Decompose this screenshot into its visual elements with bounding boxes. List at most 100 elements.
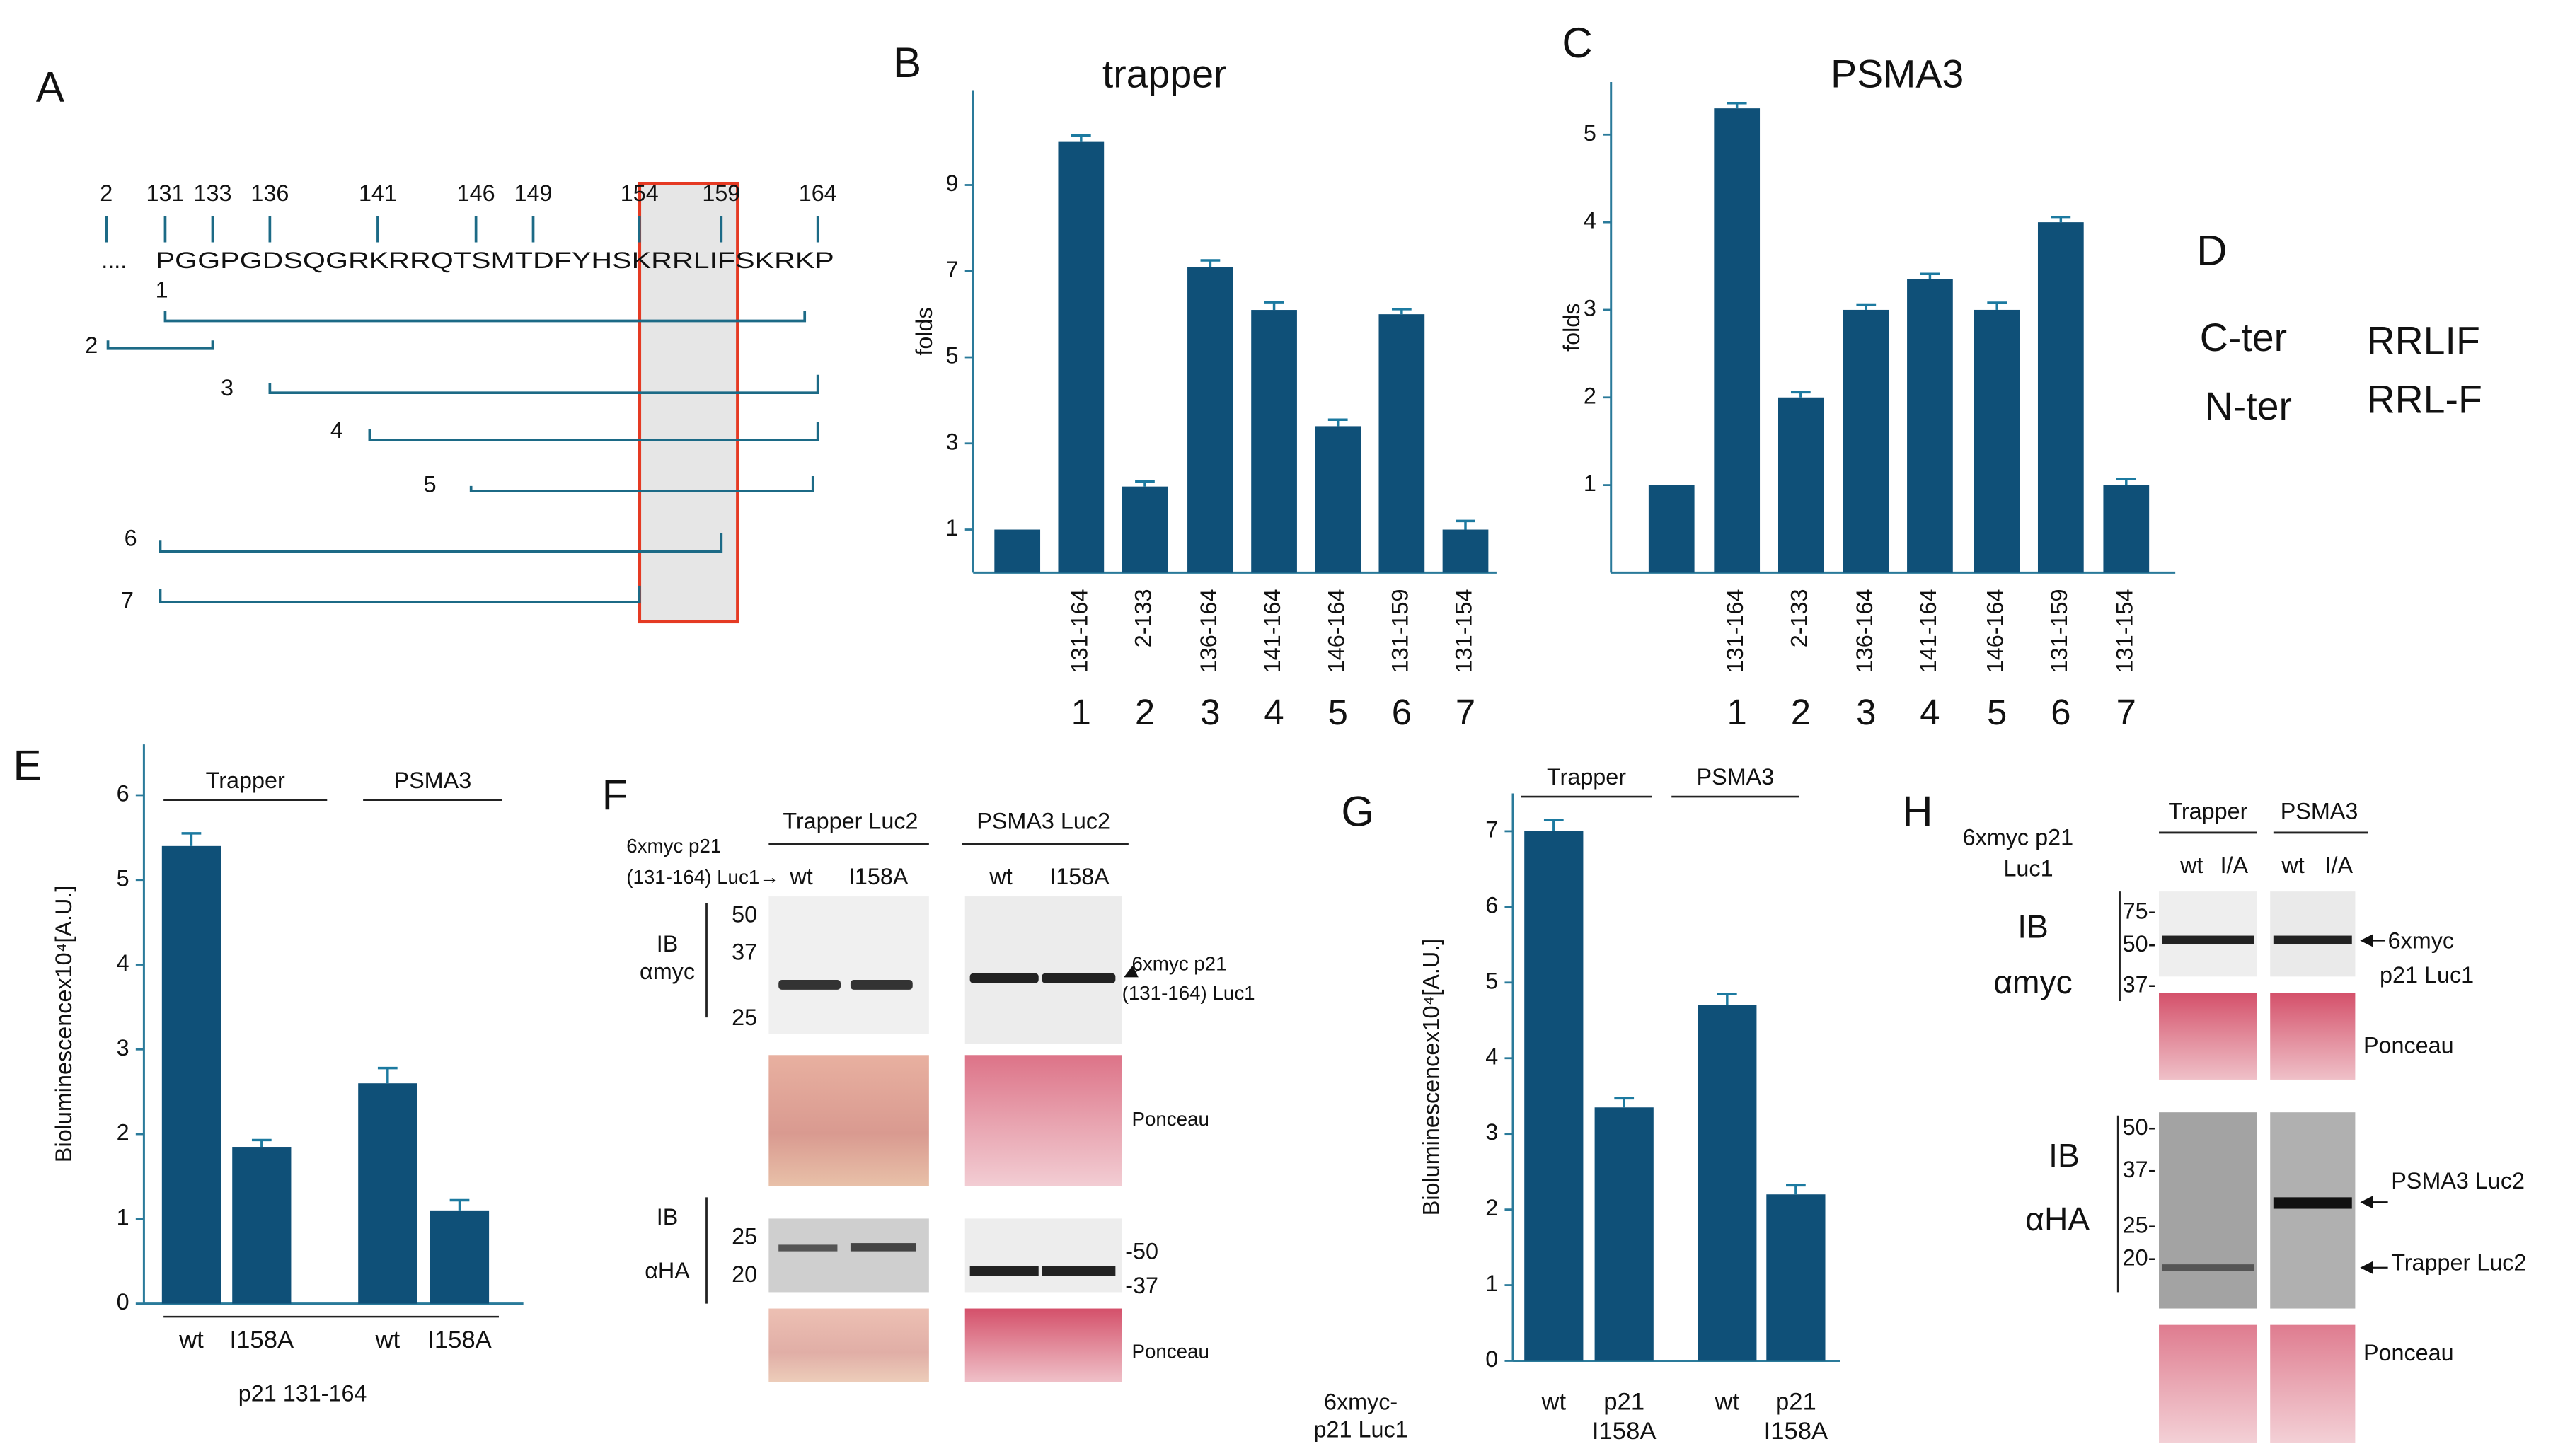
y-tick-label: 6 [1485, 892, 1498, 918]
construct-label: 7 [121, 588, 134, 613]
terminus-label: C-ter [2200, 316, 2287, 359]
x-tick-label: 146-164 [1323, 589, 1349, 674]
x-tick-label: wt [374, 1327, 400, 1353]
sequence: PGGPGDSQGRKRRQTSMTDFYHSKRRLIFSKRKP [156, 248, 834, 273]
ib-label: αHA [645, 1258, 690, 1283]
bar [1766, 1194, 1826, 1361]
x-tick-label: 2-133 [1131, 589, 1156, 648]
bracket [268, 374, 819, 395]
group-label: Trapper [2168, 799, 2247, 824]
band-label: PSMA3 Luc2 [2391, 1168, 2525, 1194]
construct-number: 1 [1727, 692, 1747, 732]
panel-letter: D [2196, 227, 2227, 275]
construct-number: 6 [2051, 692, 2070, 732]
group-label: PSMA3 [1697, 764, 1775, 790]
x-tick-label: 146-164 [1983, 589, 2008, 674]
ponceau-stain [2159, 993, 2257, 1080]
motif: RRL-F [2367, 378, 2482, 422]
x-tick-label: 136-164 [1852, 589, 1877, 674]
position-label: 2 [100, 180, 113, 206]
panel-letter: A [36, 63, 64, 110]
bar [1778, 397, 1824, 573]
y-tick-label: 7 [1485, 816, 1498, 842]
ponceau-label: Ponceau [1131, 1340, 1209, 1362]
marker: 75- [2123, 899, 2156, 924]
lane-label: I/A [2325, 853, 2354, 878]
construct-number: 4 [1264, 692, 1284, 732]
panel-f: Trapper Luc2 PSMA3 Luc2 6xmyc p21 (131-1… [626, 809, 1255, 1382]
bracket [368, 422, 819, 442]
group-label: Trapper [206, 768, 285, 793]
bar [1843, 309, 1889, 573]
y-axis-label: folds [911, 307, 937, 355]
marker: 37 [732, 940, 757, 965]
lane-label: I158A [848, 864, 909, 889]
bar [1974, 309, 2020, 573]
position-label: 154 [621, 180, 659, 206]
bar [161, 845, 221, 1304]
construct-number: 3 [1200, 692, 1220, 732]
panel-letter: C [1562, 19, 1592, 67]
ib-label: αHA [2025, 1201, 2090, 1237]
ib-label: αmyc [640, 959, 695, 984]
y-axis-label: folds [1559, 304, 1584, 352]
construct-number: 2 [1791, 692, 1811, 732]
x-tick-label: wt [1540, 1389, 1566, 1416]
band [2162, 1264, 2254, 1271]
ib-label: IB [657, 931, 679, 957]
y-tick-label: 1 [1485, 1271, 1498, 1296]
lane-label: wt [989, 864, 1012, 889]
bar [1251, 310, 1297, 573]
panel-letter: F [602, 771, 628, 819]
construct-label: 6xmyc p21 [626, 835, 721, 857]
bar [1648, 485, 1695, 573]
construct-label: Luc1 [2003, 856, 2053, 882]
band-label: 6xmyc [2388, 928, 2454, 953]
bar [1378, 314, 1425, 573]
band [850, 1243, 916, 1252]
y-axis-label: Bioluminescencex10⁴[A.U.] [51, 886, 76, 1162]
bar [358, 1083, 417, 1304]
y-tick-label: 5 [1485, 968, 1498, 993]
bar [2103, 485, 2150, 573]
bracket [163, 311, 807, 323]
position-label: 164 [799, 180, 837, 206]
construct-label: 4 [330, 417, 343, 443]
lane-label: I158A [1049, 864, 1110, 889]
bar [1058, 141, 1105, 573]
band [778, 1244, 838, 1252]
y-tick-label: 0 [1485, 1346, 1498, 1372]
band-label: (131-164) Luc1 [1122, 982, 1255, 1004]
panel-h: 6xmyc p21 Luc1 Trapper PSMA3 wt I/A wt I… [1963, 799, 2526, 1443]
ponceau-stain [964, 1055, 1122, 1186]
band [969, 973, 1039, 983]
marker: 37- [2123, 1157, 2156, 1182]
x-tick-label: 131-159 [1387, 589, 1412, 674]
x-tick-label: wt [178, 1327, 204, 1353]
x-tick-label: 141-164 [1260, 589, 1285, 674]
position-label: 159 [702, 180, 740, 206]
blot [2270, 1112, 2356, 1309]
blot [964, 1218, 1122, 1293]
bar [1315, 426, 1361, 573]
sequence-dots: .... [101, 248, 127, 273]
ponceau-label: Ponceau [1131, 1108, 1209, 1130]
position-label: 149 [514, 180, 553, 206]
y-tick-label: 3 [1485, 1119, 1498, 1145]
construct-label: 3 [221, 375, 234, 400]
y-tick-label: 1 [117, 1204, 129, 1230]
x-tick-label: 131-154 [2111, 589, 2137, 674]
ponceau-label: Ponceau [2363, 1340, 2454, 1365]
band-label: p21 Luc1 [2380, 962, 2474, 988]
construct-number: 6 [1392, 692, 1412, 732]
band [2273, 935, 2352, 944]
x-tick-label: I158A [230, 1327, 294, 1353]
ponceau-stain [2270, 1324, 2356, 1443]
bar [1442, 529, 1489, 573]
y-tick-label: 2 [117, 1120, 129, 1145]
bracket [106, 340, 214, 350]
ponceau-stain [768, 1055, 929, 1186]
bracket [159, 533, 723, 553]
construct-number: 5 [1328, 692, 1348, 732]
panel-letter: B [893, 39, 921, 86]
